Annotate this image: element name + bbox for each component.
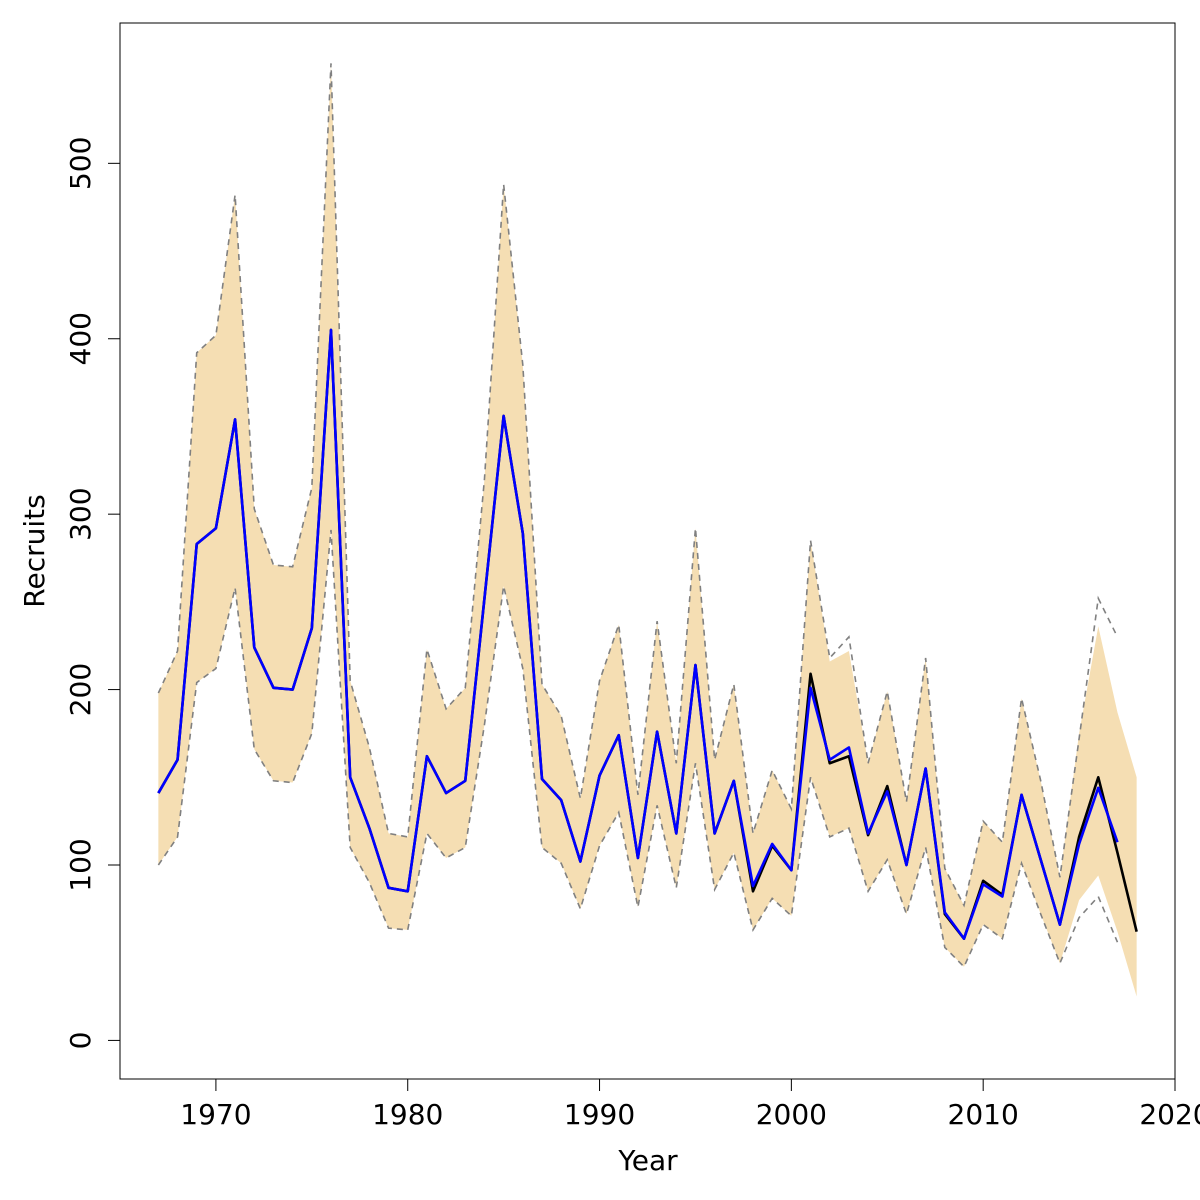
x-axis-title: Year <box>617 1144 678 1177</box>
series-layer <box>157 328 1138 940</box>
y-tick-label: 400 <box>64 312 97 365</box>
y-axis: 0 100 200 300 400 500 <box>64 137 121 1049</box>
y-tick-label: 300 <box>64 487 97 540</box>
y-tick-label: 500 <box>64 137 97 190</box>
x-tick-label: 1980 <box>372 1098 443 1131</box>
x-tick-label: 1990 <box>564 1098 635 1131</box>
confidence-band-layer <box>158 63 1137 997</box>
confidence-band <box>158 63 1137 997</box>
y-tick-label: 0 <box>64 1031 97 1049</box>
dashed-bounds-layer <box>157 63 1119 969</box>
dashed-upper-bound <box>157 63 1119 908</box>
y-tick-label: 200 <box>64 663 97 716</box>
plot-frame <box>119 22 1176 1080</box>
x-tick-label: 2000 <box>756 1098 827 1131</box>
series-line-2 <box>157 328 1119 940</box>
x-tick-label: 1970 <box>180 1098 251 1131</box>
y-tick-label: 100 <box>64 838 97 891</box>
x-tick-label: 2010 <box>948 1098 1019 1131</box>
y-axis-title: Recruits <box>18 494 51 607</box>
